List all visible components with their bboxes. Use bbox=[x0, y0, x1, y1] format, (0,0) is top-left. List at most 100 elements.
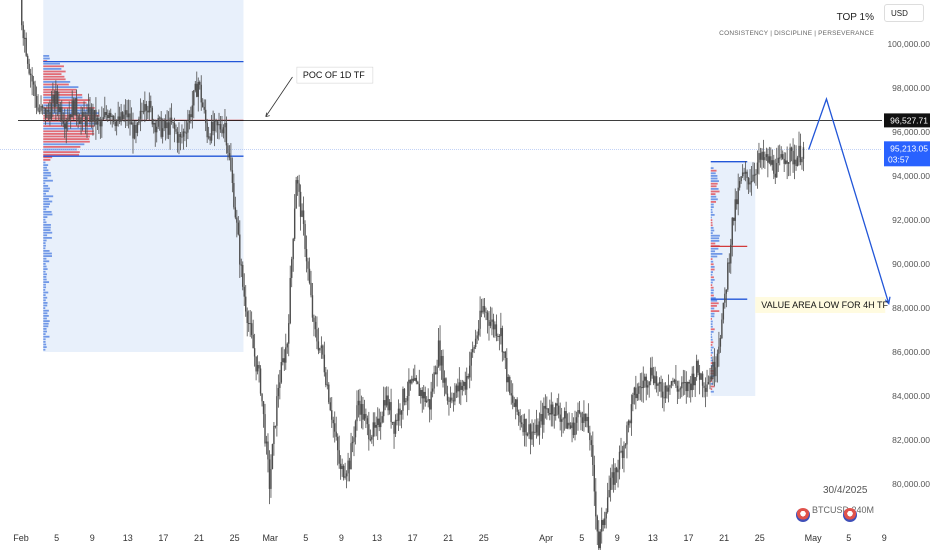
candle-body bbox=[789, 147, 791, 163]
chart-date: 30/4/2025 bbox=[823, 485, 868, 496]
candle-body bbox=[448, 400, 450, 402]
candle-body bbox=[417, 381, 419, 384]
candle-body bbox=[550, 404, 552, 415]
candle-body bbox=[795, 159, 797, 166]
candle-body bbox=[339, 463, 342, 470]
candle-body bbox=[514, 399, 517, 407]
profile-bar-1d bbox=[43, 218, 46, 221]
profile-bar-1d bbox=[43, 161, 46, 164]
candle-body bbox=[715, 367, 717, 377]
candle-body bbox=[421, 389, 423, 399]
profile-bar-4h bbox=[710, 240, 720, 242]
candle-body bbox=[770, 156, 772, 165]
candle-body bbox=[167, 122, 170, 135]
us-flag-icon[interactable] bbox=[796, 508, 810, 522]
candle-body bbox=[282, 358, 284, 363]
profile-bar-1d bbox=[43, 55, 50, 57]
candle-body bbox=[252, 334, 254, 349]
candle-body bbox=[433, 372, 435, 389]
candle-body bbox=[329, 402, 331, 411]
profile-bar-1d bbox=[43, 252, 52, 255]
candle-body bbox=[798, 145, 800, 158]
candle-body bbox=[230, 157, 232, 171]
candle-body bbox=[771, 160, 774, 165]
candle-body bbox=[390, 402, 392, 422]
candle-body bbox=[341, 465, 343, 470]
candle-body bbox=[451, 397, 453, 401]
timeframe-label: 240M bbox=[851, 505, 875, 515]
candle-body bbox=[463, 381, 465, 386]
profile-bar-1d bbox=[43, 333, 46, 335]
candle-body bbox=[623, 445, 625, 458]
candle-body bbox=[427, 399, 429, 401]
candle-body bbox=[46, 109, 48, 118]
candle-body bbox=[308, 268, 311, 283]
candle-body bbox=[725, 289, 728, 294]
candle-body bbox=[255, 356, 257, 372]
candle-body bbox=[657, 383, 659, 386]
profile-bar-4h bbox=[710, 273, 713, 276]
candle-body bbox=[424, 391, 426, 403]
profile-bar-1d bbox=[43, 211, 52, 213]
candle-body bbox=[381, 416, 383, 423]
candle-body bbox=[767, 154, 769, 163]
candle-body bbox=[299, 191, 302, 217]
currency-selector[interactable]: USD bbox=[884, 4, 924, 22]
candle-body bbox=[311, 295, 314, 318]
time-tick-label: 17 bbox=[683, 533, 693, 543]
profile-bar-1d bbox=[43, 125, 95, 127]
candle-body bbox=[133, 124, 136, 139]
candle-body bbox=[253, 348, 256, 357]
profile-bar-4h bbox=[710, 266, 715, 268]
profile-bar-4h bbox=[710, 195, 717, 198]
candle-body bbox=[29, 73, 32, 76]
candle-body bbox=[221, 129, 223, 134]
profile-bar-4h bbox=[710, 341, 714, 344]
candle-body bbox=[87, 107, 90, 113]
time-tick-label: 25 bbox=[755, 533, 765, 543]
candle-body bbox=[115, 120, 118, 127]
time-tick-label: 5 bbox=[846, 533, 851, 543]
candle-body bbox=[204, 109, 207, 123]
candle-body bbox=[356, 405, 358, 422]
profile-bar-4h bbox=[710, 227, 714, 229]
candle-body bbox=[627, 420, 630, 426]
candle-body bbox=[190, 114, 192, 118]
candle-body bbox=[733, 217, 735, 221]
time-tick-label: 9 bbox=[339, 533, 344, 543]
profile-bar-4h bbox=[710, 201, 717, 203]
candle-body bbox=[209, 136, 211, 141]
candle-body bbox=[743, 172, 745, 174]
candle-body bbox=[649, 367, 652, 382]
price-tick-label: 96,000.00 bbox=[892, 127, 930, 137]
current-price-badge bbox=[884, 141, 930, 167]
candle-body bbox=[581, 417, 584, 423]
profile-bar-4h bbox=[710, 229, 715, 232]
candle-body bbox=[388, 402, 391, 411]
candle-body bbox=[724, 293, 726, 303]
candle-body bbox=[641, 387, 643, 389]
candle-body bbox=[710, 376, 713, 380]
candle-body bbox=[246, 311, 248, 324]
candle-body bbox=[749, 182, 751, 185]
candle-body bbox=[242, 264, 244, 287]
candle-body bbox=[164, 120, 167, 129]
candle-body bbox=[437, 340, 440, 367]
profile-bar-1d bbox=[43, 291, 49, 294]
key-level-badge bbox=[884, 113, 930, 128]
candle-body bbox=[286, 343, 288, 348]
candle-body bbox=[347, 460, 349, 474]
profile-bar-4h bbox=[710, 214, 715, 216]
candle-body bbox=[482, 306, 484, 313]
candle-body bbox=[399, 408, 401, 415]
profile-bar-1d bbox=[43, 247, 46, 250]
us-flag-icon[interactable] bbox=[843, 508, 857, 522]
profile-bar-1d bbox=[43, 198, 49, 200]
poc-label-box bbox=[296, 66, 374, 84]
candle-body bbox=[118, 116, 121, 122]
candle-body bbox=[113, 116, 115, 122]
candle-body bbox=[369, 439, 372, 441]
candle-body bbox=[764, 157, 766, 161]
poc-pointer-line bbox=[265, 76, 293, 117]
